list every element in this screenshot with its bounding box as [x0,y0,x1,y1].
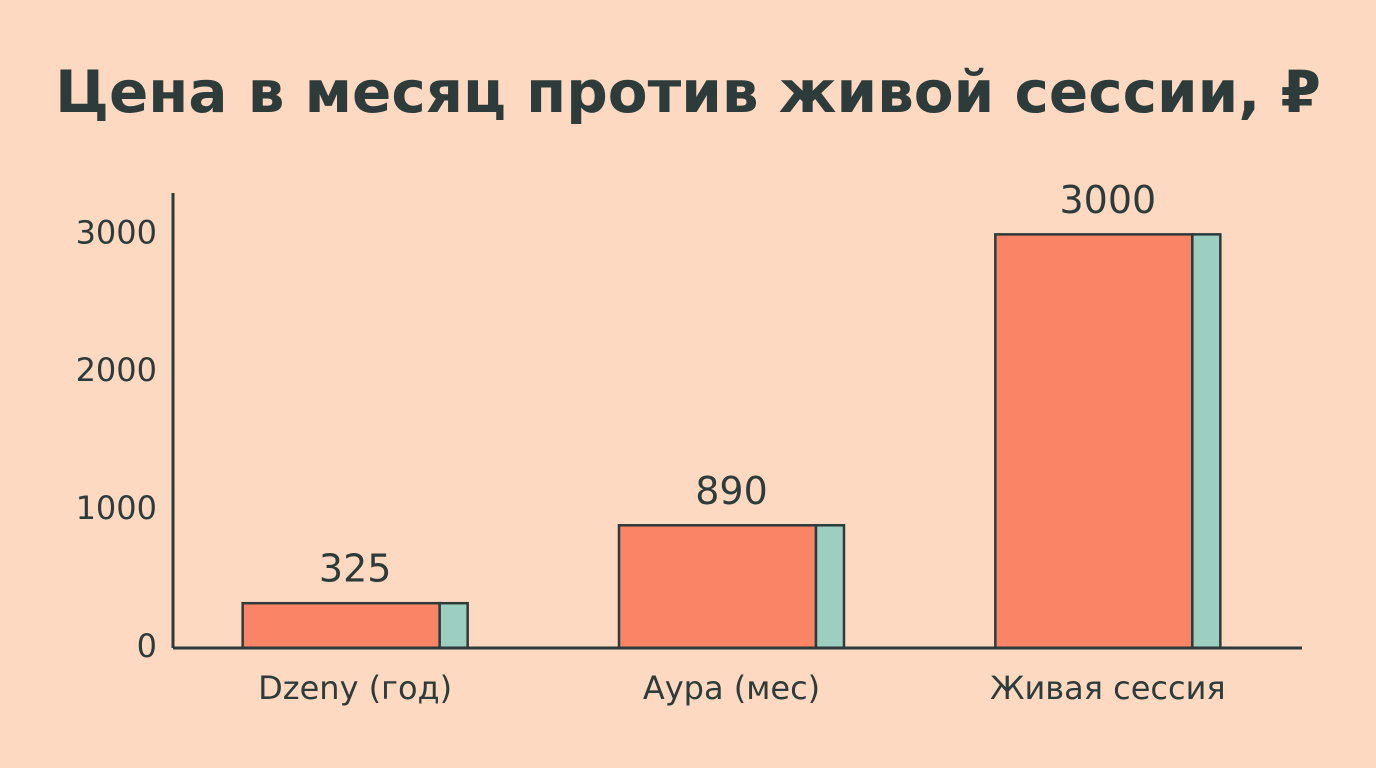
bar [994,233,1222,650]
y-tick-label: 1000 [76,489,157,527]
value-label: 325 [319,547,392,591]
bar [617,524,846,650]
x-tick-label: Живая сессия [990,669,1226,707]
value-label: 3000 [1059,178,1156,222]
bar-side [814,524,846,650]
bar-face [994,233,1194,650]
bar-side [1191,233,1222,650]
bar [241,601,469,650]
chart-title: Цена в месяц против живой сессии, ₽ [55,58,1321,126]
bar-face [617,524,818,650]
y-tick-label: 0 [137,627,157,665]
value-label: 890 [695,469,768,513]
y-tick-label: 2000 [76,351,157,389]
bar-side [438,601,469,650]
bar-face [241,601,441,650]
x-tick-label: Dzeny (год) [258,669,452,707]
x-tick-label: Аура (мес) [643,669,820,707]
y-tick-label: 3000 [76,213,157,251]
